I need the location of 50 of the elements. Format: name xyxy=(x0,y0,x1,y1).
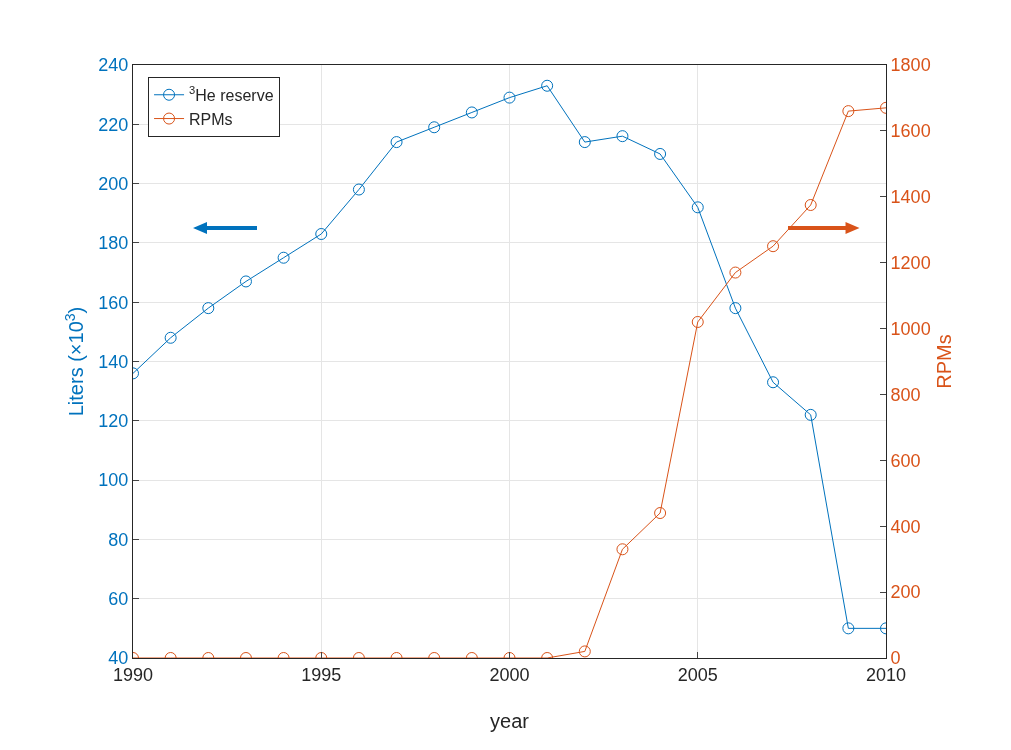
y2-tick-label: 1400 xyxy=(890,187,931,208)
x-tick-label: 2000 xyxy=(489,664,530,685)
legend-label: RPMs xyxy=(189,110,233,128)
legend-label: $^{3}$He reserve xyxy=(189,84,274,104)
y-tick-label: 220 xyxy=(98,114,129,135)
point xyxy=(691,201,704,214)
y2-tick-label: 400 xyxy=(890,516,921,537)
point xyxy=(654,147,667,160)
y-tick-label: 200 xyxy=(98,173,129,194)
y2-axis-title: RPMs xyxy=(932,334,955,389)
y2-tick-label: 1000 xyxy=(890,318,931,339)
y-tick-label: 120 xyxy=(98,411,129,432)
y-tick-label: 180 xyxy=(98,233,129,254)
point xyxy=(767,376,780,389)
y-tick-label: 80 xyxy=(108,529,129,550)
y-tick-label: 240 xyxy=(98,55,129,76)
point xyxy=(239,275,252,288)
point xyxy=(503,91,516,104)
x-tick-label: 2005 xyxy=(677,664,718,685)
x-axis-title: year xyxy=(490,710,530,732)
point xyxy=(691,315,704,328)
point xyxy=(578,136,591,149)
y-tick-label: 160 xyxy=(98,292,129,313)
y2-tick-label: 800 xyxy=(890,384,921,405)
point xyxy=(465,106,478,119)
y2-tick-label: 600 xyxy=(890,450,921,471)
point xyxy=(164,331,177,344)
point xyxy=(352,183,365,196)
y-tick-label: 60 xyxy=(108,589,129,609)
point xyxy=(804,408,817,421)
point xyxy=(804,199,817,212)
point xyxy=(842,622,855,635)
point xyxy=(767,240,780,253)
point xyxy=(842,105,855,118)
point xyxy=(315,228,328,240)
point xyxy=(277,251,290,264)
y2-tick-label: 1200 xyxy=(890,252,931,273)
y2-tick-label: 1800 xyxy=(890,55,931,76)
point xyxy=(202,302,215,315)
y2-tick-label: 1600 xyxy=(890,121,931,142)
point xyxy=(729,302,742,315)
point xyxy=(390,136,403,149)
point xyxy=(729,266,742,279)
y-tick-label: 100 xyxy=(98,470,129,491)
point xyxy=(616,130,629,143)
y-tick-label: 140 xyxy=(98,351,129,372)
y2-tick-label: 200 xyxy=(890,582,921,603)
point xyxy=(428,121,441,134)
x-tick-label: 1995 xyxy=(301,664,342,685)
point xyxy=(541,79,554,92)
